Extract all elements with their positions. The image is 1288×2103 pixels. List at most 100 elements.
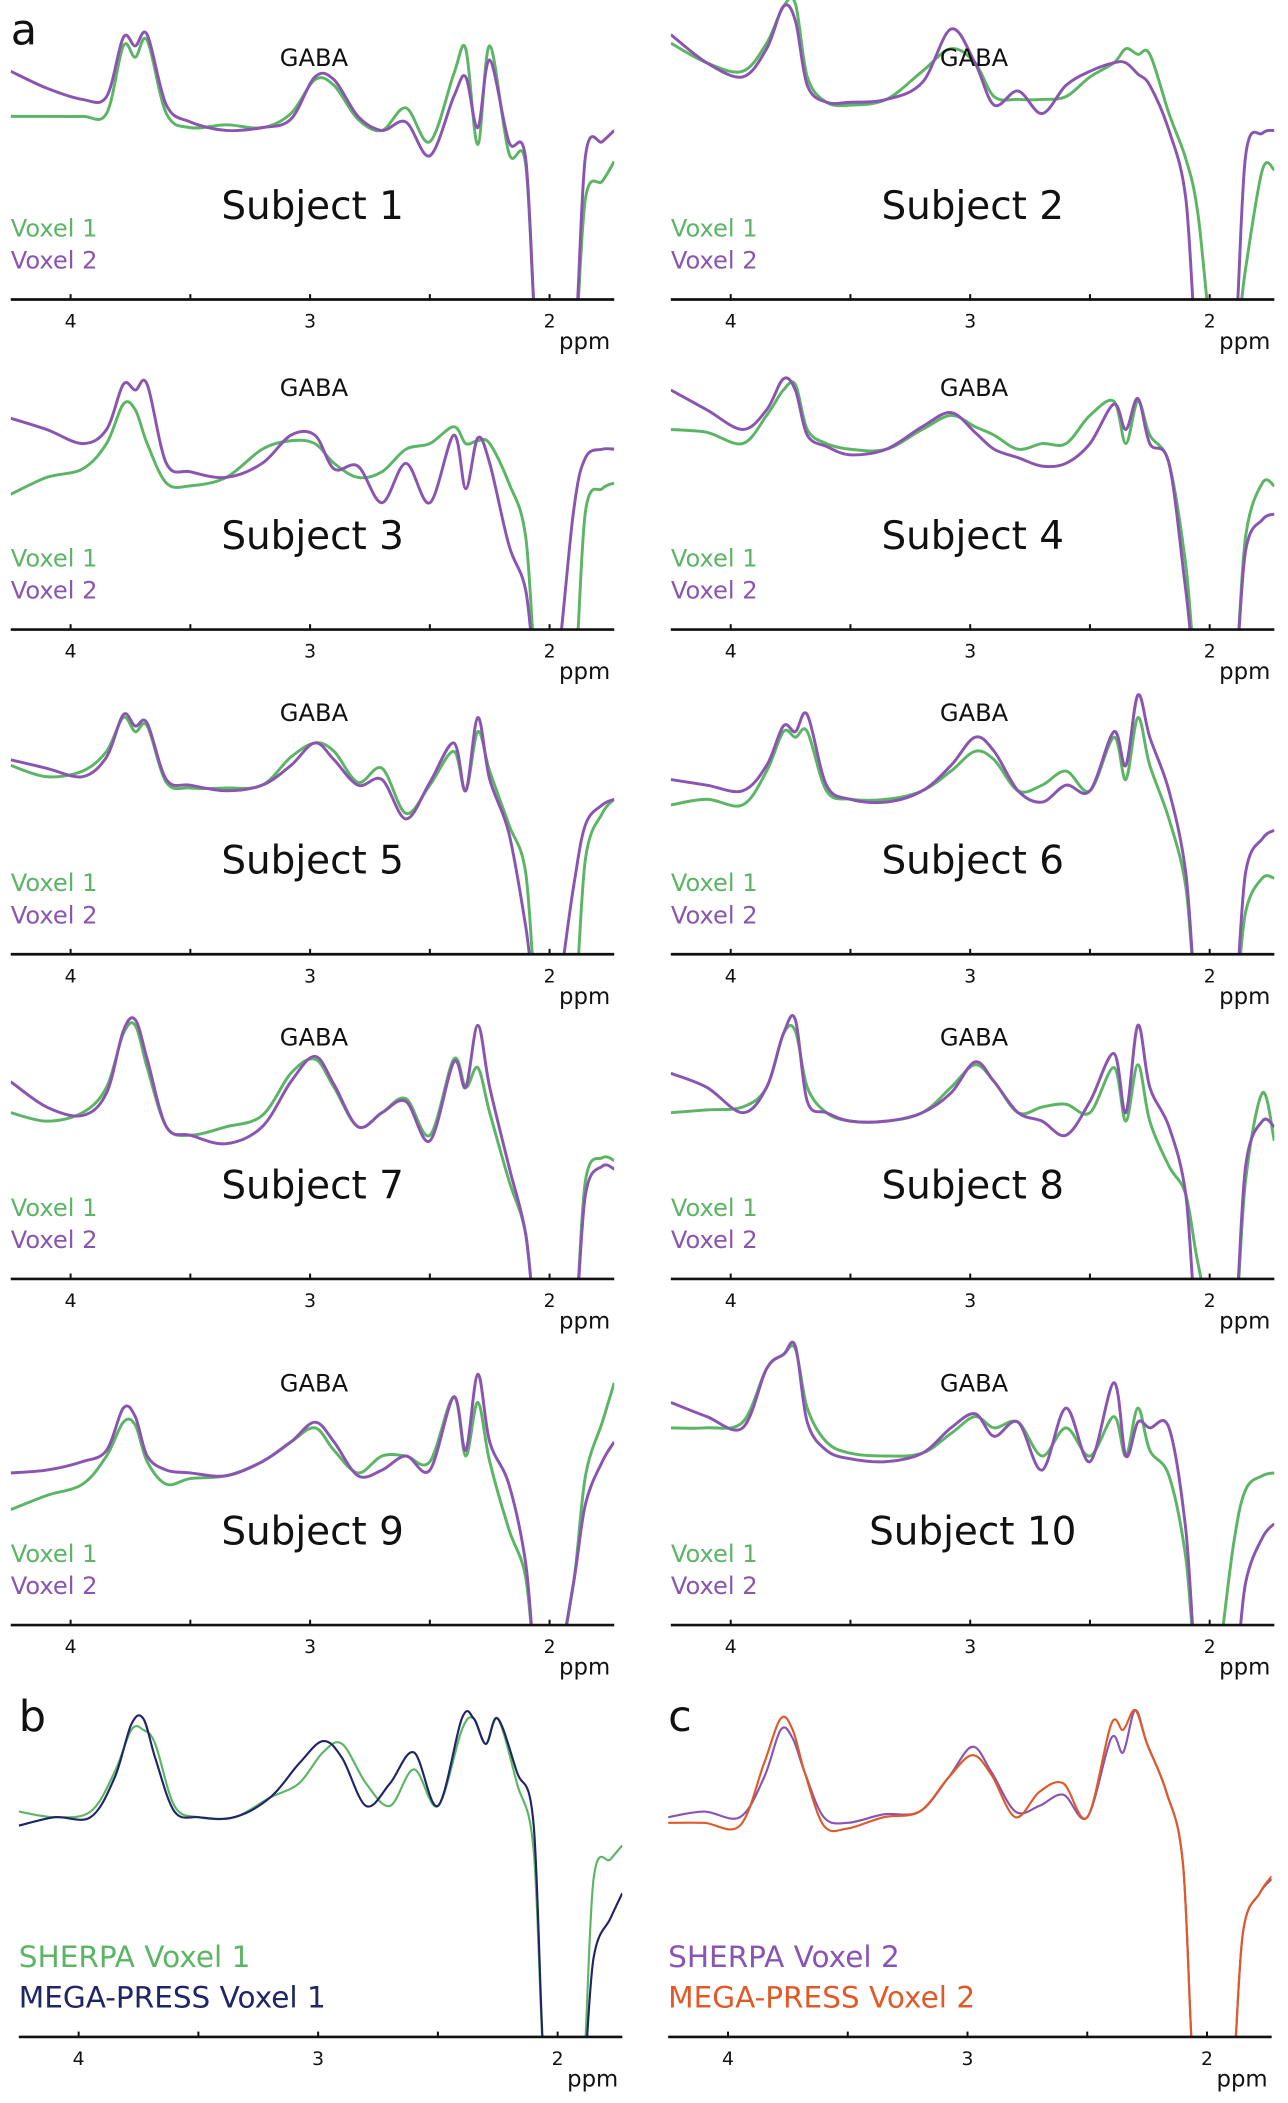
x-tick-label: 2	[1204, 642, 1216, 663]
x-tick-label: 4	[725, 1637, 737, 1658]
subject-title: Subject 10	[869, 1510, 1076, 1555]
series-line-1	[670, 716, 1275, 955]
series-line-1	[670, 1024, 1275, 1279]
x-tick-label: 3	[964, 1637, 976, 1658]
x-tick-label: 2	[544, 1637, 556, 1658]
series-line-2	[668, 1709, 1272, 2037]
series-line-2	[670, 1014, 1275, 1279]
x-axis-label: ppm	[1219, 1655, 1270, 1681]
x-tick-label: 4	[65, 1637, 77, 1658]
gaba-annotation: GABA	[940, 1370, 1009, 1398]
panel-label: a	[11, 6, 37, 56]
x-axis-label: ppm	[559, 984, 610, 1010]
legend-entry: Voxel 1	[671, 544, 758, 572]
series-line-1	[670, 380, 1275, 630]
x-tick-label: 4	[725, 1291, 737, 1312]
series-line-1	[668, 1709, 1272, 2037]
x-tick-label: 2	[544, 312, 556, 333]
subject-title: Subject 2	[881, 184, 1064, 229]
x-axis-label: ppm	[559, 329, 610, 355]
subject-title: Subject 1	[221, 184, 404, 229]
x-tick-label: 3	[304, 1291, 316, 1312]
subject-title: Subject 5	[221, 839, 404, 884]
x-tick-label: 3	[962, 2049, 974, 2070]
gaba-annotation: GABA	[280, 44, 349, 72]
gaba-annotation: GABA	[280, 1370, 349, 1398]
x-tick-label: 3	[304, 642, 316, 663]
x-tick-label: 3	[964, 966, 976, 987]
series-line-1	[18, 1716, 623, 2037]
x-axis-label: ppm	[567, 2067, 618, 2093]
legend-entry: Voxel 2	[671, 1572, 758, 1600]
gaba-annotation: GABA	[940, 374, 1009, 402]
gaba-annotation: GABA	[940, 699, 1009, 727]
x-tick-label: 4	[722, 2049, 734, 2070]
series-line-1	[670, 0, 1275, 300]
legend-entry: Voxel 1	[11, 544, 98, 572]
x-axis-label: ppm	[1216, 2067, 1267, 2093]
series-line-1	[10, 1382, 615, 1626]
x-axis-label: ppm	[559, 1309, 610, 1335]
legend-entry: Voxel 1	[671, 214, 758, 242]
series-line-2	[10, 712, 615, 955]
x-axis-label: ppm	[559, 1655, 610, 1681]
x-axis-label: ppm	[1219, 329, 1270, 355]
subject-title: Subject 7	[221, 1163, 404, 1208]
x-axis-label: ppm	[559, 659, 610, 685]
gaba-annotation: GABA	[280, 1023, 349, 1051]
x-tick-label: 3	[312, 2049, 324, 2070]
legend-entry: Voxel 1	[11, 1540, 98, 1568]
legend-entry: Voxel 1	[11, 214, 98, 242]
x-axis-label: ppm	[1219, 1309, 1270, 1335]
x-tick-label: 4	[725, 642, 737, 663]
x-tick-label: 4	[73, 2049, 85, 2070]
gaba-annotation: GABA	[940, 1023, 1009, 1051]
subject-title: Subject 6	[881, 839, 1064, 884]
legend-entry: Voxel 2	[11, 247, 98, 275]
legend-entry: SHERPA Voxel 1	[19, 1940, 251, 1974]
x-tick-label: 3	[964, 642, 976, 663]
legend-entry: Voxel 1	[671, 1194, 758, 1222]
x-axis-label: ppm	[1219, 984, 1270, 1010]
legend-entry: Voxel 2	[671, 1226, 758, 1254]
x-tick-label: 2	[1204, 1291, 1216, 1312]
subject-title: Subject 9	[221, 1510, 404, 1555]
legend-entry: SHERPA Voxel 2	[668, 1940, 900, 1974]
subject-title: Subject 8	[881, 1163, 1064, 1208]
legend-entry: Voxel 1	[11, 869, 98, 897]
x-tick-label: 4	[725, 312, 737, 333]
legend-entry: Voxel 2	[671, 247, 758, 275]
x-tick-label: 3	[304, 1637, 316, 1658]
legend-entry: Voxel 1	[11, 1194, 98, 1222]
legend-entry: Voxel 2	[11, 1572, 98, 1600]
x-tick-label: 2	[544, 1291, 556, 1312]
legend-entry: Voxel 1	[671, 1540, 758, 1568]
series-line-2	[10, 1372, 615, 1626]
x-tick-label: 3	[964, 1291, 976, 1312]
x-tick-label: 2	[1204, 312, 1216, 333]
subject-title: Subject 4	[881, 514, 1064, 559]
x-tick-label: 2	[544, 966, 556, 987]
legend-entry: MEGA-PRESS Voxel 2	[668, 1980, 975, 2014]
series-line-1	[10, 400, 615, 630]
series-line-2	[10, 30, 615, 300]
x-axis-label: ppm	[1219, 659, 1270, 685]
series-line-2	[670, 376, 1275, 630]
gaba-annotation: GABA	[280, 699, 349, 727]
x-tick-label: 2	[1204, 966, 1216, 987]
x-tick-label: 4	[65, 966, 77, 987]
x-tick-label: 3	[304, 966, 316, 987]
gaba-annotation: GABA	[280, 374, 349, 402]
x-tick-label: 4	[65, 312, 77, 333]
x-tick-label: 2	[552, 2049, 564, 2070]
legend-entry: Voxel 2	[11, 1226, 98, 1254]
